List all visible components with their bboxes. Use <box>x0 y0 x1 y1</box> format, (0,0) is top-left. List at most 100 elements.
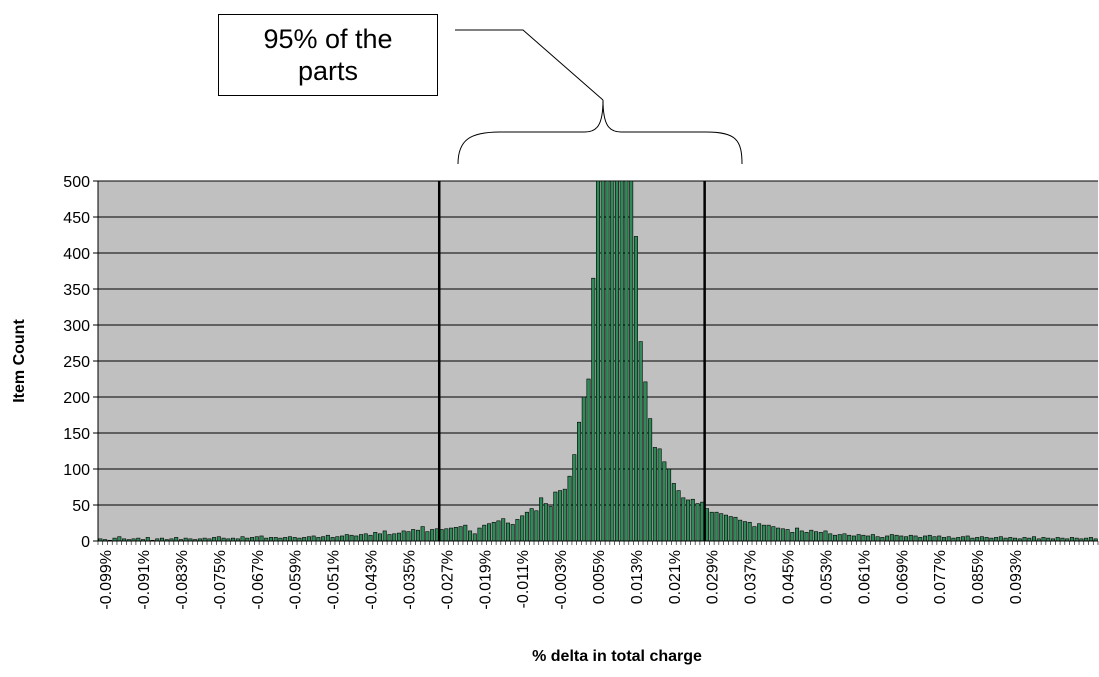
x-tick-labels: -0.099% -0.091% -0.083% -0.075% -0.067% -0.05… <box>97 541 1099 610</box>
bar <box>686 499 691 542</box>
bar <box>780 528 785 542</box>
annotation-text-line2: parts <box>297 56 359 86</box>
bar <box>273 537 278 542</box>
x-tick-label: 0.013% <box>629 550 646 604</box>
x-tick-label: 0.005% <box>591 550 608 604</box>
y-tick-label: 400 <box>63 246 90 263</box>
bar <box>368 534 373 542</box>
bar <box>259 535 264 542</box>
bar <box>212 537 217 542</box>
bar <box>662 461 667 542</box>
bar <box>458 526 463 542</box>
bar <box>946 536 951 542</box>
bar <box>306 536 311 542</box>
y-tick-label: 100 <box>63 462 90 479</box>
bar <box>430 529 435 542</box>
x-tick-label: -0.075% <box>212 550 229 610</box>
bar <box>818 532 823 542</box>
y-tick-label: 150 <box>63 426 90 443</box>
bar <box>809 529 814 542</box>
bar <box>832 534 837 542</box>
x-tick-label: 0.021% <box>667 550 684 604</box>
bar <box>562 488 567 542</box>
bar <box>889 534 894 542</box>
bar <box>695 503 700 542</box>
bar <box>515 519 520 542</box>
bar <box>1032 536 1037 542</box>
bar <box>363 533 368 542</box>
x-tick-label: 0.053% <box>818 550 835 604</box>
x-tick-label: 0.093% <box>1008 550 1025 604</box>
bar <box>757 523 762 542</box>
bar <box>567 475 572 542</box>
bar <box>681 497 686 542</box>
x-tick-label: 0.045% <box>781 550 798 604</box>
bar <box>472 533 477 542</box>
bar <box>629 180 634 542</box>
bar <box>979 536 984 542</box>
bar <box>994 537 999 542</box>
bar <box>880 537 885 542</box>
bar <box>468 530 473 542</box>
bar <box>837 534 842 542</box>
bar <box>453 527 458 542</box>
bar <box>316 537 321 542</box>
bar <box>823 530 828 542</box>
bar <box>652 447 657 542</box>
bar <box>344 534 349 542</box>
bar <box>965 535 970 542</box>
bar <box>558 490 563 542</box>
x-tick-label: 0.077% <box>932 550 949 604</box>
bar <box>216 536 221 542</box>
bar <box>856 534 861 542</box>
bar <box>444 528 449 542</box>
y-axis-label: Item Count <box>11 319 28 403</box>
bar <box>524 511 529 542</box>
x-tick-label: 0.085% <box>970 550 987 604</box>
x-tick-label: -0.067% <box>250 550 267 610</box>
bar <box>738 519 743 542</box>
bar <box>605 180 610 542</box>
bar <box>283 537 288 542</box>
bar <box>752 526 757 542</box>
bar <box>586 378 591 542</box>
bar <box>908 534 913 542</box>
bar <box>956 537 961 542</box>
bar <box>1069 537 1074 542</box>
y-tick-labels: 0 50 100 150 200 250 300 350 400 450 500 <box>63 174 98 551</box>
bar <box>250 537 255 542</box>
x-tick-label: 0.037% <box>743 550 760 604</box>
bar <box>709 511 714 542</box>
y-tick-label: 300 <box>63 318 90 335</box>
bar <box>941 537 946 542</box>
bar <box>984 537 989 542</box>
bar <box>321 536 326 542</box>
x-tick-label: -0.019% <box>477 550 494 610</box>
bar <box>771 526 776 542</box>
bar <box>899 535 904 542</box>
bar <box>904 536 909 542</box>
annotation-text-line1: 95% of the <box>263 24 393 54</box>
bar <box>790 532 795 542</box>
bar <box>335 536 340 542</box>
bar <box>747 521 752 542</box>
bar <box>387 534 392 542</box>
bar <box>240 536 245 542</box>
bar <box>145 537 150 542</box>
bar <box>937 535 942 542</box>
range-markers <box>437 181 706 541</box>
bar <box>581 396 586 542</box>
y-tick-label: 50 <box>72 498 90 515</box>
bar <box>406 531 411 542</box>
bar <box>420 526 425 542</box>
y-tick-label: 350 <box>63 282 90 299</box>
bar <box>340 535 345 542</box>
annotation-callout: 95% of the parts <box>218 14 438 96</box>
x-tick-label: -0.027% <box>439 550 456 610</box>
bar <box>624 180 629 542</box>
bar <box>671 483 676 542</box>
bar <box>415 529 420 542</box>
bar <box>553 491 558 542</box>
bar <box>690 498 695 542</box>
